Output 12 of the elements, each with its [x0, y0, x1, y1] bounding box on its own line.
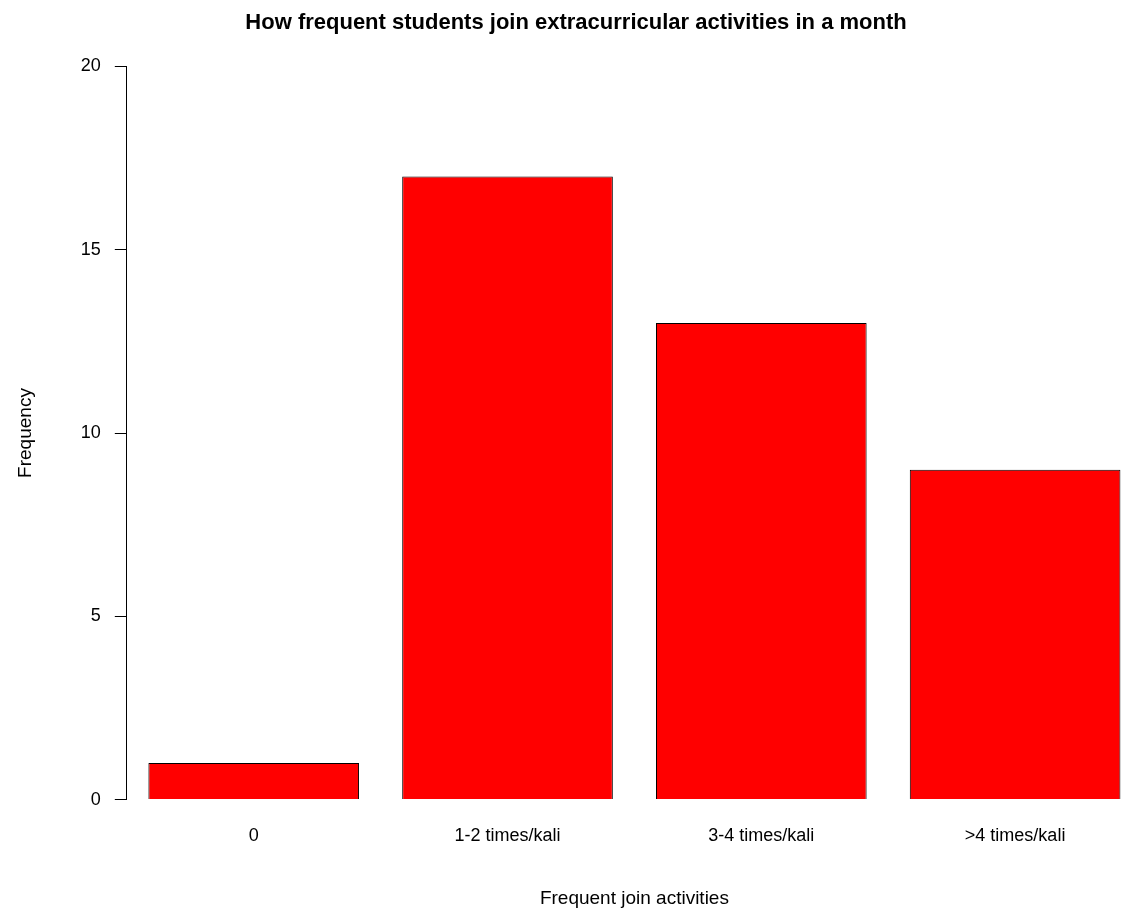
- y-tick-label: 0: [90, 788, 101, 809]
- x-axis-title: Frequent join activities: [539, 886, 729, 908]
- x-tick-label: 3-4 times/kali: [708, 825, 815, 846]
- y-tick-label: 15: [80, 238, 101, 259]
- chart-title: How frequent students join extracurricular activities in a month: [245, 9, 907, 35]
- y-tick-label: 10: [80, 421, 101, 442]
- y-tick-label: 20: [80, 55, 101, 76]
- y-axis-title: Frequency: [13, 387, 35, 478]
- x-tick-label: >4 times/kali: [964, 825, 1066, 846]
- x-tick-label: 1-2 times/kali: [454, 825, 561, 846]
- y-tick-label: 5: [90, 605, 101, 626]
- x-tick-label: 0: [248, 825, 259, 846]
